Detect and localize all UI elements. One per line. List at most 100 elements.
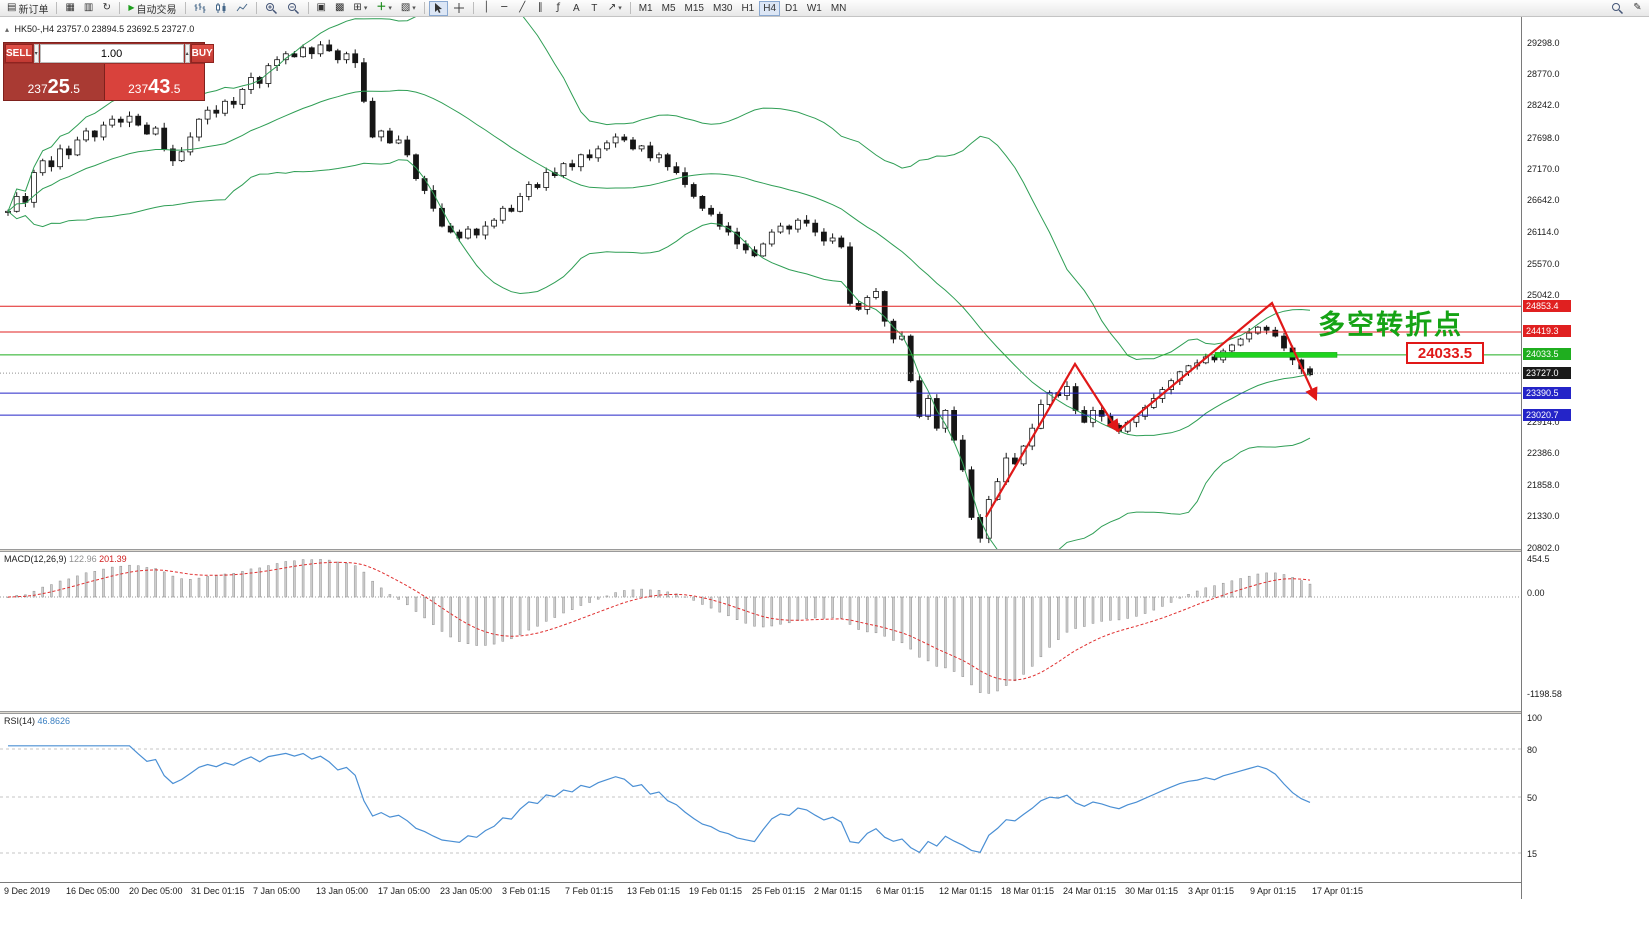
timeframe-button-m1[interactable]: M1: [635, 1, 657, 16]
time-axis-label: 19 Feb 01:15: [689, 886, 743, 896]
time-axis-label: 17 Jan 05:00: [378, 886, 431, 896]
volume-stepper-caret[interactable]: ▴: [184, 44, 190, 63]
time-axis-label: 23 Jan 05:00: [440, 886, 493, 896]
profiles-icon: ▦: [65, 2, 75, 13]
crosshair-icon: [453, 3, 464, 13]
axis-label: 0.00: [1527, 588, 1545, 598]
axis-label: 21330.0: [1527, 511, 1560, 522]
timeframe-button-mn[interactable]: MN: [827, 1, 851, 16]
chart-bars-button[interactable]: [190, 1, 210, 16]
chevron-down-icon: ▾: [363, 5, 368, 12]
edit-button[interactable]: ✎: [1629, 1, 1646, 16]
vertical-line-tool-button[interactable]: │: [478, 1, 495, 16]
cascade-windows-button[interactable]: ▩: [331, 1, 348, 16]
axis-label: 29298.0: [1527, 37, 1560, 48]
timeframe-button-d1[interactable]: D1: [781, 1, 802, 16]
main-chart-panel[interactable]: [0, 0, 1521, 563]
refresh-icon: ↻: [102, 2, 112, 13]
toolbar-separator: [472, 2, 474, 14]
time-axis-label: 25 Feb 01:15: [752, 886, 806, 896]
timeframe-button-h1[interactable]: H1: [737, 1, 758, 16]
timeframe-button-m15[interactable]: M15: [681, 1, 708, 16]
text-tool-icon: A: [572, 2, 580, 14]
arrows-tool-button[interactable]: ↗ ▾: [604, 1, 626, 16]
axis-label: 21858.0: [1527, 479, 1560, 490]
new-order-button[interactable]: ▤ 新订单: [3, 1, 52, 16]
objects-list-button[interactable]: ▧ ▾: [397, 1, 420, 16]
chart-line-button[interactable]: [232, 1, 252, 16]
axis-label: 15: [1527, 849, 1538, 859]
macd-main-value: 122.96: [69, 554, 97, 564]
toolbar-separator: [423, 2, 425, 14]
timeframe-button-m5[interactable]: M5: [658, 1, 680, 16]
volume-input[interactable]: [39, 44, 184, 63]
macd-splitter[interactable]: [0, 549, 1649, 552]
price-axis[interactable]: 29298.0 28770.0 28242.0 27698.0 27170.0 26642…: [1521, 17, 1649, 899]
time-axis-label: 20 Dec 05:00: [129, 886, 183, 896]
trade-panel-toggle[interactable]: ▴: [5, 25, 10, 34]
refresh-button[interactable]: ↻: [98, 1, 115, 16]
channel-tool-button[interactable]: ∥: [532, 1, 549, 16]
time-axis-label: 18 Mar 01:15: [1001, 886, 1055, 896]
chart-candles-button[interactable]: [211, 1, 231, 16]
toolbar-separator: [255, 2, 257, 14]
tile-windows-button[interactable]: ▣: [313, 1, 330, 16]
time-axis-label: 6 Mar 01:15: [876, 886, 925, 896]
indicators-button[interactable]: ＋ ▾: [372, 1, 396, 16]
toolbar-separator: [184, 2, 186, 14]
buy-button[interactable]: BUY: [190, 44, 214, 63]
rsi-splitter[interactable]: [0, 711, 1649, 714]
label-tool-button[interactable]: T: [586, 1, 603, 16]
macd-panel[interactable]: [0, 552, 1521, 711]
time-axis-label: 12 Mar 01:15: [939, 886, 993, 896]
market-watch-button[interactable]: ▥: [80, 1, 97, 16]
time-axis-label: 24 Mar 01:15: [1063, 886, 1117, 896]
time-axis[interactable]: 9 Dec 2019 16 Dec 05:00 20 Dec 05:00 31 Dec…: [0, 882, 1521, 899]
search-button[interactable]: [1607, 1, 1628, 16]
timeframe-button-h4[interactable]: H4: [759, 0, 781, 16]
timeframe-button-m30[interactable]: M30: [709, 1, 736, 16]
turning-point-annotation: 多空转折点: [1318, 310, 1463, 340]
line-chart-icon: [236, 3, 247, 12]
vertical-line-icon: │: [483, 2, 490, 13]
axis-label: 26642.0: [1527, 195, 1560, 206]
bars-chart-icon: [194, 3, 206, 13]
rsi-chart: [0, 745, 1521, 854]
crosshair-button[interactable]: [449, 1, 469, 16]
auto-trading-button[interactable]: ▶ 自动交易: [124, 1, 180, 16]
trendline-tool-button[interactable]: ╱: [514, 1, 531, 16]
axis-label: 28242.0: [1527, 100, 1560, 111]
timeframe-button-w1[interactable]: W1: [803, 1, 826, 16]
top-toolbar: ▤ 新订单 ▦ ▥ ↻ ▶ 自动交易 ▣ ▩ ⊞ ▾ ＋ ▾: [0, 0, 1649, 17]
trade-panel-prices: 237 25.5 237 43.5: [4, 64, 204, 100]
horizontal-line-tool-button[interactable]: ─: [496, 1, 513, 16]
axis-label: 20802.0: [1527, 542, 1560, 553]
trade-panel-controls: SELL ▾ ▴ BUY: [4, 43, 214, 64]
candles-chart-icon: [215, 3, 226, 13]
tile-windows-icon: ▣: [316, 2, 326, 13]
time-axis-label: 31 Dec 01:15: [191, 886, 245, 896]
fibonacci-tool-button[interactable]: ƒ: [550, 1, 567, 16]
fibonacci-icon: ƒ: [556, 2, 561, 13]
time-axis-label: 17 Apr 01:15: [1312, 886, 1364, 896]
sell-price[interactable]: 237 25.5: [4, 64, 105, 100]
pencil-icon: ✎: [1633, 2, 1642, 13]
sell-options-caret[interactable]: ▾: [33, 44, 39, 63]
toolbar-separator: [629, 2, 631, 14]
zoom-out-button[interactable]: [283, 1, 304, 16]
text-tool-button[interactable]: A: [568, 1, 585, 16]
cursor-button[interactable]: [428, 0, 448, 16]
price-tag: 23390.5: [1523, 386, 1571, 399]
axis-label: -1198.58: [1527, 689, 1562, 699]
sell-button[interactable]: SELL: [5, 44, 33, 63]
axis-label: 100: [1527, 713, 1543, 723]
new-chart-button[interactable]: ⊞ ▾: [349, 1, 371, 16]
candlestick-chart[interactable]: [0, 0, 1521, 563]
buy-price[interactable]: 237 43.5: [104, 64, 204, 100]
channel-icon: ∥: [537, 2, 543, 13]
time-axis-label: 3 Apr 01:15: [1188, 886, 1235, 896]
zoom-in-button[interactable]: [261, 1, 282, 16]
profiles-button[interactable]: ▦: [61, 1, 78, 16]
rsi-panel[interactable]: [0, 714, 1521, 881]
